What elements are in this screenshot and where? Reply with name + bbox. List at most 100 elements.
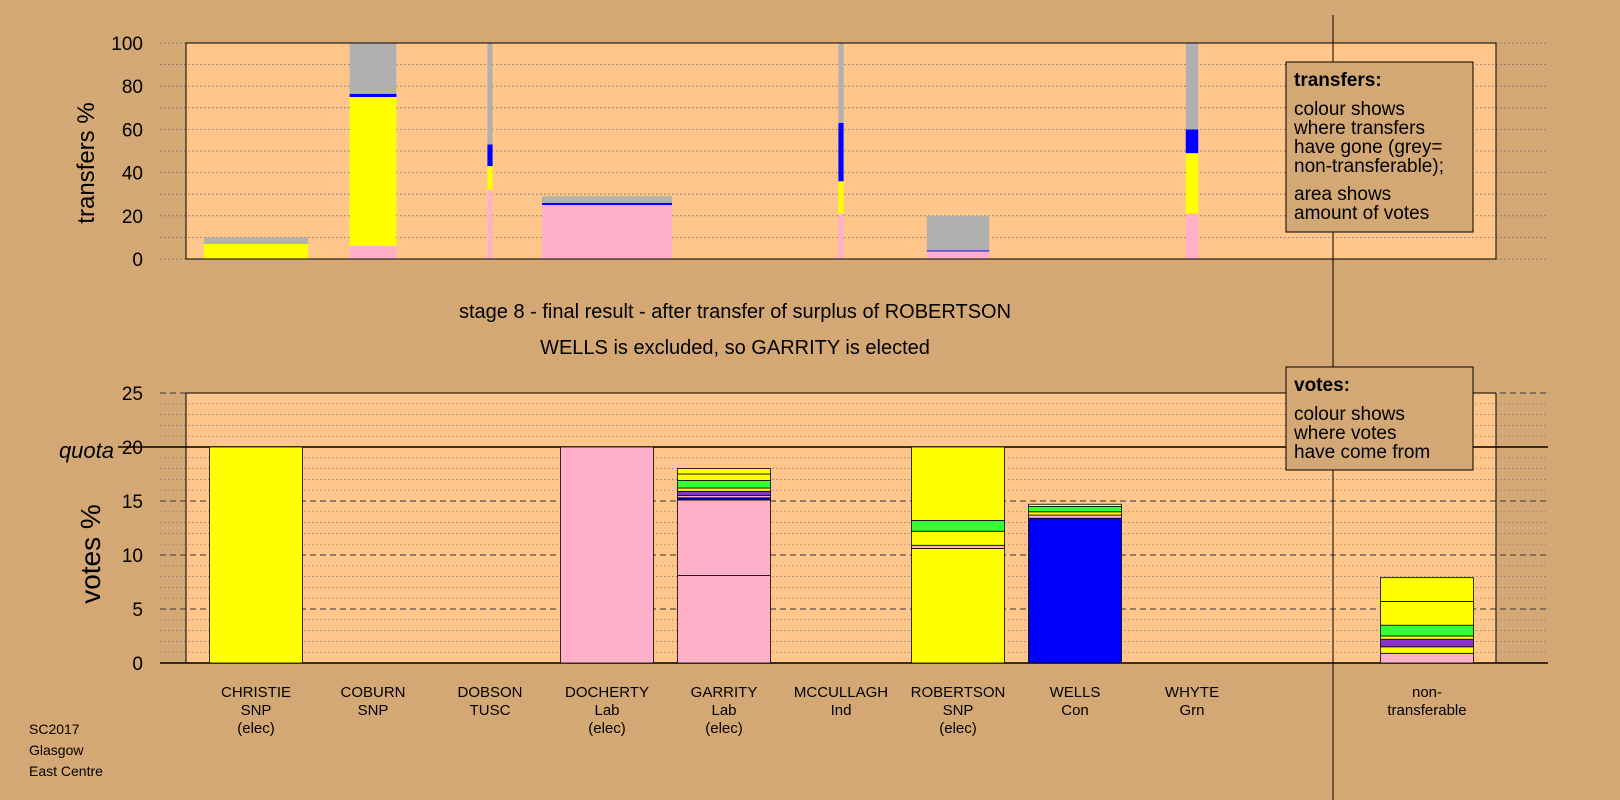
vote-segment-garrity xyxy=(677,480,771,489)
transfer-segment-coburn xyxy=(349,97,397,247)
nontransferable-label-line2: transferable xyxy=(1387,702,1466,719)
transfers-y-tick-label: 40 xyxy=(122,164,143,185)
transfers-legend-line: have gone (grey= xyxy=(1294,137,1442,158)
transfers-legend-line: amount of votes xyxy=(1294,203,1429,224)
transfer-segment-whyte xyxy=(1185,153,1199,214)
chart-subtitle: WELLS is excluded, so GARRITY is elected xyxy=(540,337,930,359)
candidate-label: ROBERTSON xyxy=(911,684,1006,701)
votes-legend-line: colour shows xyxy=(1294,404,1405,425)
transfer-segment-mccullagh xyxy=(838,43,844,123)
vote-segment-christie xyxy=(209,446,303,664)
vote-segment-garrity xyxy=(677,499,771,576)
votes-legend: votes: colour shows where votes have com… xyxy=(1285,366,1474,471)
vote-segment-non-transferable xyxy=(1380,601,1474,626)
vote-segment-robertson xyxy=(911,520,1005,532)
vote-segment-non-transferable xyxy=(1380,638,1474,648)
vote-segment-garrity xyxy=(677,490,771,496)
transfer-segment-robertson xyxy=(926,251,990,259)
transfers-bars xyxy=(204,43,1199,259)
transfers-y-tick-label: 100 xyxy=(111,34,143,55)
transfers-legend-line: where transfers xyxy=(1293,118,1425,139)
candidate-label: GARRITY xyxy=(691,684,758,701)
vote-segment-garrity xyxy=(677,468,771,475)
transfer-segment-docherty xyxy=(542,196,672,203)
votes-bars xyxy=(209,446,1474,664)
transfers-y-tick-label: 20 xyxy=(122,207,143,228)
transfers-legend-box xyxy=(1285,61,1474,233)
candidate-label: WHYTE xyxy=(1165,684,1219,701)
transfer-segment-christie xyxy=(204,243,308,259)
candidate-label: Lab xyxy=(711,702,736,719)
vote-segment-non-transferable xyxy=(1380,646,1474,654)
vote-segment-non-transferable xyxy=(1380,652,1474,664)
vote-segment-non-transferable xyxy=(1380,624,1474,637)
vote-segment-wells xyxy=(1028,517,1122,664)
transfer-segment-docherty xyxy=(542,205,672,259)
candidate-label: CHRISTIE xyxy=(221,684,291,701)
transfer-segment-coburn xyxy=(349,43,397,94)
transfers-y-tick-label: 60 xyxy=(122,120,143,141)
vote-segment-non-transferable xyxy=(1380,577,1474,602)
transfer-segment-mccullagh xyxy=(838,181,844,214)
footer-city: Glasgow xyxy=(29,742,84,758)
vote-segment-docherty xyxy=(560,446,654,664)
votes-y-tick-label: 20 xyxy=(122,438,143,459)
candidate-label: COBURN xyxy=(340,684,405,701)
transfer-segment-docherty xyxy=(542,202,672,205)
footer-election: SC2017 xyxy=(29,721,80,737)
vote-segment-robertson xyxy=(911,548,1005,664)
votes-y-tick-label: 10 xyxy=(122,546,143,567)
votes-y-tick-label: 25 xyxy=(122,384,143,405)
candidate-label: Con xyxy=(1061,702,1089,719)
votes-y-ticks: 0 5 10 15 25 20 xyxy=(122,384,143,675)
votes-y-tick-label: 15 xyxy=(122,492,143,513)
vote-segment-robertson xyxy=(911,530,1005,546)
transfer-segment-dobson xyxy=(487,144,493,167)
candidate-label: (elec) xyxy=(705,720,743,737)
candidate-label: SNP xyxy=(241,702,272,719)
transfers-y-axis-label: transfers % xyxy=(73,102,100,223)
vote-segment-robertson xyxy=(911,446,1005,521)
quota-label: quota xyxy=(59,438,114,463)
transfer-segment-coburn xyxy=(349,246,397,259)
vote-segment-robertson xyxy=(911,544,1005,549)
transfer-segment-robertson xyxy=(926,215,990,251)
votes-legend-line: where votes xyxy=(1293,423,1396,444)
nontransferable-label-line1: non- xyxy=(1412,684,1442,701)
transfer-segment-coburn xyxy=(349,93,397,97)
transfer-segment-christie xyxy=(204,237,308,244)
candidate-labels: CHRISTIESNP(elec)COBURNSNPDOBSONTUSCDOCH… xyxy=(221,684,1219,737)
candidate-label: Grn xyxy=(1179,702,1204,719)
candidate-label: DOBSON xyxy=(457,684,522,701)
transfers-y-tick-label: 0 xyxy=(132,250,143,271)
vote-segment-non-transferable xyxy=(1380,635,1474,640)
candidate-label: (elec) xyxy=(588,720,626,737)
vote-segment-wells xyxy=(1028,505,1122,513)
transfer-segment-dobson xyxy=(487,189,493,259)
transfer-segment-mccullagh xyxy=(838,122,844,182)
candidate-label: (elec) xyxy=(939,720,977,737)
transfer-segment-whyte xyxy=(1185,43,1199,130)
votes-y-tick-label: 5 xyxy=(132,600,143,621)
candidate-label: (elec) xyxy=(237,720,275,737)
transfers-legend-line: area shows xyxy=(1294,184,1391,205)
candidate-label: DOCHERTY xyxy=(565,684,649,701)
candidate-label: TUSC xyxy=(470,702,511,719)
transfer-segment-dobson xyxy=(487,43,493,145)
votes-y-tick-label: 0 xyxy=(132,654,143,675)
transfer-segment-whyte xyxy=(1185,129,1199,154)
votes-plot-area xyxy=(186,393,1496,663)
vote-segment-garrity xyxy=(677,473,771,481)
transfers-y-ticks: 0 20 40 60 80 100 xyxy=(111,34,143,271)
transfers-legend-line: non-transferable); xyxy=(1294,156,1444,177)
transfers-legend-line: colour shows xyxy=(1294,99,1405,120)
votes-legend-box xyxy=(1285,366,1474,471)
vote-segment-garrity xyxy=(677,487,771,492)
votes-y-axis-label: votes % xyxy=(75,504,106,604)
votes-legend-line: have come from xyxy=(1294,442,1430,463)
transfer-segment-whyte xyxy=(1185,213,1199,259)
footer-ward: East Centre xyxy=(29,763,103,779)
candidate-label: MCCULLAGH xyxy=(794,684,888,701)
